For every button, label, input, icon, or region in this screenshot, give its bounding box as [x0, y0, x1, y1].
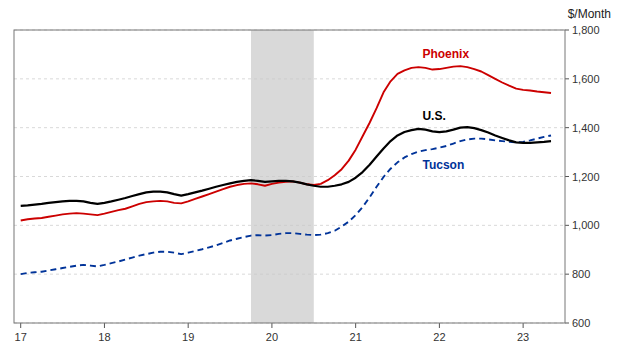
x-tick-label: 22	[433, 331, 445, 343]
x-tick	[20, 323, 21, 328]
grid-line	[14, 274, 565, 275]
x-tick-label: 19	[182, 331, 194, 343]
y-tick	[565, 127, 569, 128]
x-tick-label: 17	[15, 331, 27, 343]
y-tick	[565, 323, 569, 324]
x-tick-label: 23	[517, 331, 529, 343]
y-tick	[565, 30, 569, 31]
x-tick-label: 18	[98, 331, 110, 343]
y-tick-label: 1,800	[572, 24, 600, 36]
grid-line	[14, 78, 565, 79]
grid-line	[14, 127, 565, 128]
y-tick	[565, 225, 569, 226]
x-tick-label: 20	[266, 331, 278, 343]
plot-frame	[14, 30, 565, 323]
x-tick-label: 21	[350, 331, 362, 343]
grid-line	[14, 225, 565, 226]
y-tick	[565, 78, 569, 79]
y-tick-label: 1,400	[572, 122, 600, 134]
x-tick	[271, 323, 272, 328]
x-tick	[439, 323, 440, 328]
y-tick	[565, 274, 569, 275]
x-tick	[104, 323, 105, 328]
chart: 600 800 1,000 1,200 1,400 1,600 1,800 17 18 19 20 2…	[0, 0, 617, 351]
series-label: U.S.	[422, 109, 445, 123]
lines	[21, 66, 551, 274]
y-tick-label: 600	[572, 317, 590, 329]
axes: 600 800 1,000 1,200 1,400 1,600 1,800 17 18 19 20 2…	[14, 24, 600, 343]
series-line	[21, 66, 551, 220]
y-tick	[565, 176, 569, 177]
y-tick-label: 1,000	[572, 219, 600, 231]
grid-line	[14, 176, 565, 177]
series-line	[21, 127, 551, 206]
y-tick-label: 1,600	[572, 73, 600, 85]
x-tick	[355, 323, 356, 328]
y-tick-label: 1,200	[572, 171, 600, 183]
title: $/Month	[568, 7, 611, 21]
series-labels: Phoenix U.S. Tucson	[422, 47, 469, 171]
series-label: Tucson	[422, 158, 464, 172]
x-tick	[188, 323, 189, 328]
y-tick-label: 800	[572, 268, 590, 280]
series-label: Phoenix	[422, 47, 469, 61]
x-tick	[523, 323, 524, 328]
series-line	[21, 135, 551, 274]
